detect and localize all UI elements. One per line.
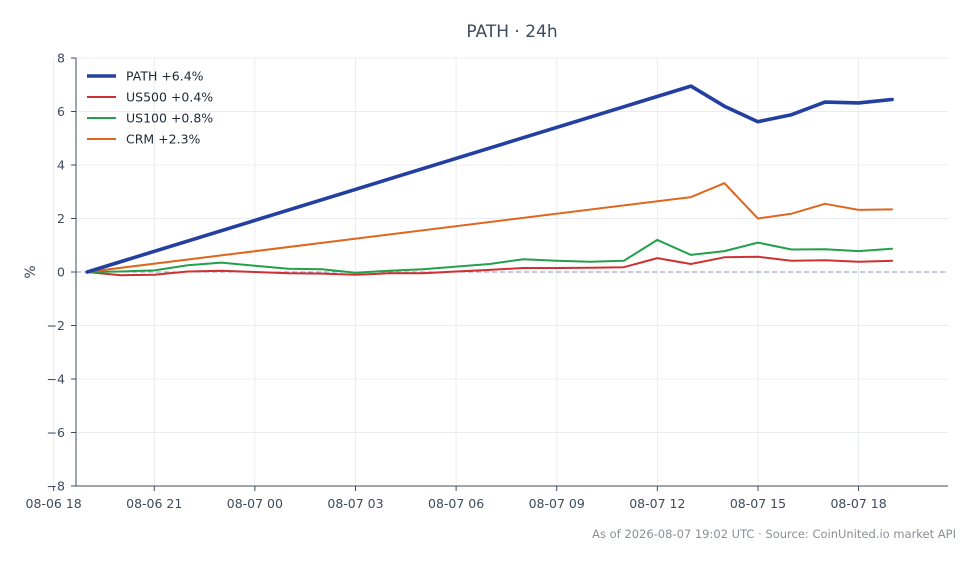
series-line-crm <box>86 182 894 273</box>
axes <box>53 57 948 491</box>
x-tick-label: 08-07 18 <box>830 496 886 511</box>
legend: PATH +6.4% US500 +0.4% US100 +0.8% CRM +2.3… <box>87 69 213 147</box>
legend-label: US100 +0.8% <box>126 111 213 126</box>
x-tick-label: 08-07 12 <box>629 496 685 511</box>
footer-source-note: As of 2026-08-07 19:02 UTC · Source: Coi… <box>592 527 956 541</box>
y-tick-label: 6 <box>57 104 65 119</box>
y-tick-label: −8 <box>47 479 65 494</box>
legend-label: US500 +0.4% <box>126 90 213 105</box>
series-line-us500 <box>86 255 894 277</box>
series-line-us100 <box>86 238 894 274</box>
chart-title: PATH · 24h <box>466 22 557 42</box>
x-tick-labels: 08-06 18 08-06 21 08-07 00 08-07 03 08-07 06… <box>26 496 887 511</box>
y-tick-label: 0 <box>57 265 65 280</box>
y-axis-label: % <box>23 265 39 278</box>
x-tick-label: 08-07 06 <box>428 496 484 511</box>
x-tick-label: 08-07 09 <box>529 496 585 511</box>
y-tick-label: −2 <box>47 318 65 333</box>
series-lines <box>85 84 894 277</box>
x-tick-label: 08-06 18 <box>26 496 82 511</box>
x-tick-label: 08-06 21 <box>126 496 182 511</box>
y-tick-label: −4 <box>47 372 65 387</box>
x-tick-label: 08-07 15 <box>730 496 786 511</box>
x-tick-label: 08-07 03 <box>327 496 383 511</box>
y-tick-label: 8 <box>57 51 65 66</box>
series-line-path <box>85 84 894 274</box>
x-tick-label: 08-07 00 <box>227 496 283 511</box>
legend-label: PATH +6.4% <box>126 69 204 84</box>
legend-label: CRM +2.3% <box>126 132 201 147</box>
y-tick-label: 4 <box>57 158 65 173</box>
y-tick-label: −6 <box>47 425 65 440</box>
y-tick-label: 2 <box>57 211 65 226</box>
y-tick-labels: 8 6 4 2 0 −2 −4 −6 −8 <box>47 51 65 494</box>
